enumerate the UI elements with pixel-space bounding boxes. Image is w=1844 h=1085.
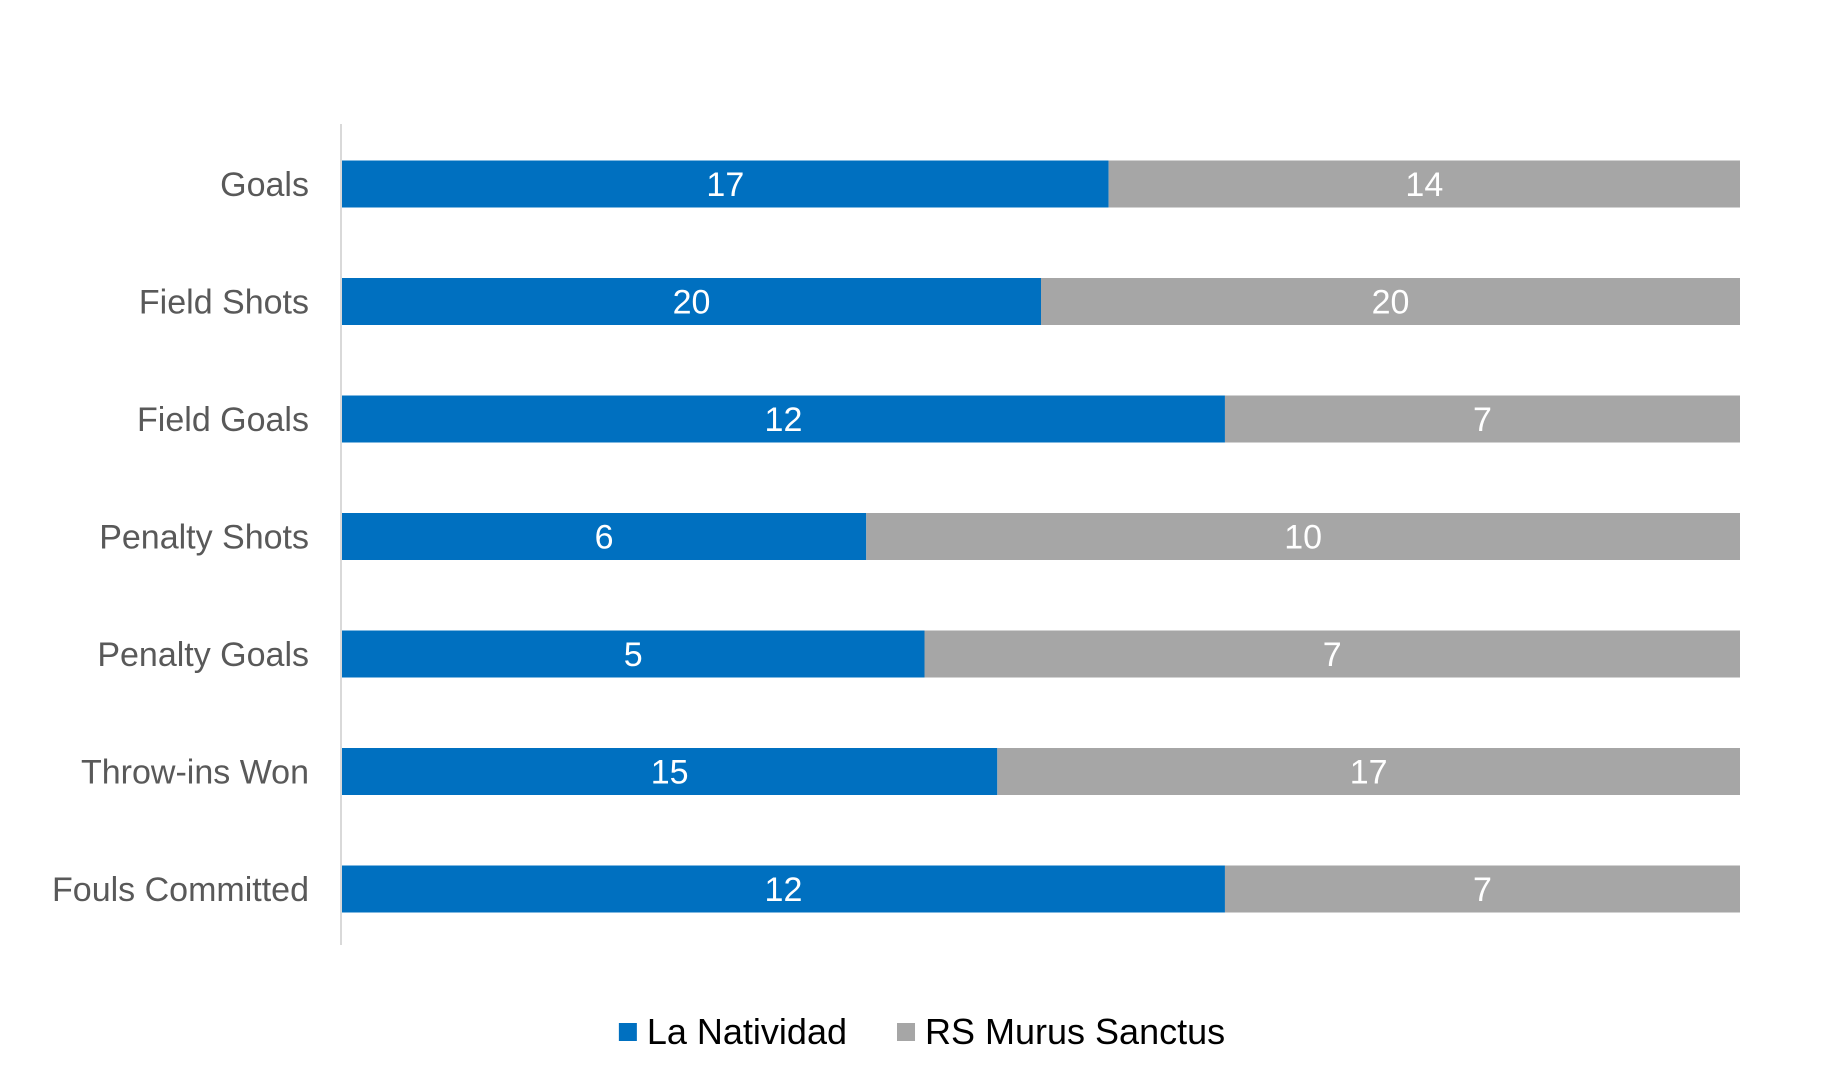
- category-label: Penalty Goals: [97, 636, 309, 674]
- bar-rs-murus-sanctus: [1224, 865, 1740, 913]
- category-label: Throw-ins Won: [81, 754, 309, 792]
- data-label: 5: [624, 636, 643, 674]
- data-label: 15: [651, 754, 689, 792]
- bar-la-natividad: [342, 513, 867, 560]
- data-label: 6: [595, 519, 614, 557]
- data-label: 12: [765, 401, 803, 439]
- category-label: Field Shots: [139, 284, 309, 322]
- bar-rs-murus-sanctus: [1108, 160, 1740, 208]
- category-label: Penalty Shots: [99, 519, 309, 557]
- data-label: 12: [765, 871, 803, 909]
- bar-rs-murus-sanctus: [1041, 278, 1740, 325]
- legend: La Natividad RS Murus Sanctus: [618, 1011, 1225, 1052]
- legend-swatch: [897, 1023, 916, 1041]
- data-label: 20: [1372, 284, 1410, 322]
- legend-label: La Natividad: [647, 1011, 847, 1052]
- bar-la-natividad: [342, 630, 925, 678]
- category-axis-labels: Goals Field Shots Field Goals Penalty Shots…: [52, 166, 309, 909]
- data-label: 20: [673, 284, 711, 322]
- category-label: Fouls Committed: [52, 871, 309, 909]
- data-label: 7: [1323, 636, 1342, 674]
- bar-rs-murus-sanctus: [997, 748, 1740, 795]
- data-label: 14: [1405, 166, 1443, 204]
- category-label: Field Goals: [137, 401, 309, 439]
- plot-area: 17 14 20 20 12 7 6 10 5 7 15 17 12 7: [342, 160, 1740, 913]
- category-label: Goals: [220, 166, 309, 204]
- bar-la-natividad: [342, 748, 998, 795]
- data-label: 17: [1350, 754, 1388, 792]
- data-label: 17: [706, 166, 744, 204]
- legend-swatch: [618, 1023, 637, 1041]
- data-label: 7: [1473, 401, 1492, 439]
- data-label: 10: [1284, 519, 1322, 557]
- bar-la-natividad: [342, 865, 1225, 913]
- bar-rs-murus-sanctus: [924, 630, 1740, 678]
- bar-la-natividad: [342, 395, 1225, 443]
- bar-la-natividad: [342, 278, 1041, 325]
- bar-la-natividad: [342, 160, 1109, 208]
- legend-label: RS Murus Sanctus: [925, 1011, 1225, 1052]
- bar-rs-murus-sanctus: [866, 513, 1740, 560]
- bar-rs-murus-sanctus: [1224, 395, 1740, 443]
- data-label: 7: [1473, 871, 1492, 909]
